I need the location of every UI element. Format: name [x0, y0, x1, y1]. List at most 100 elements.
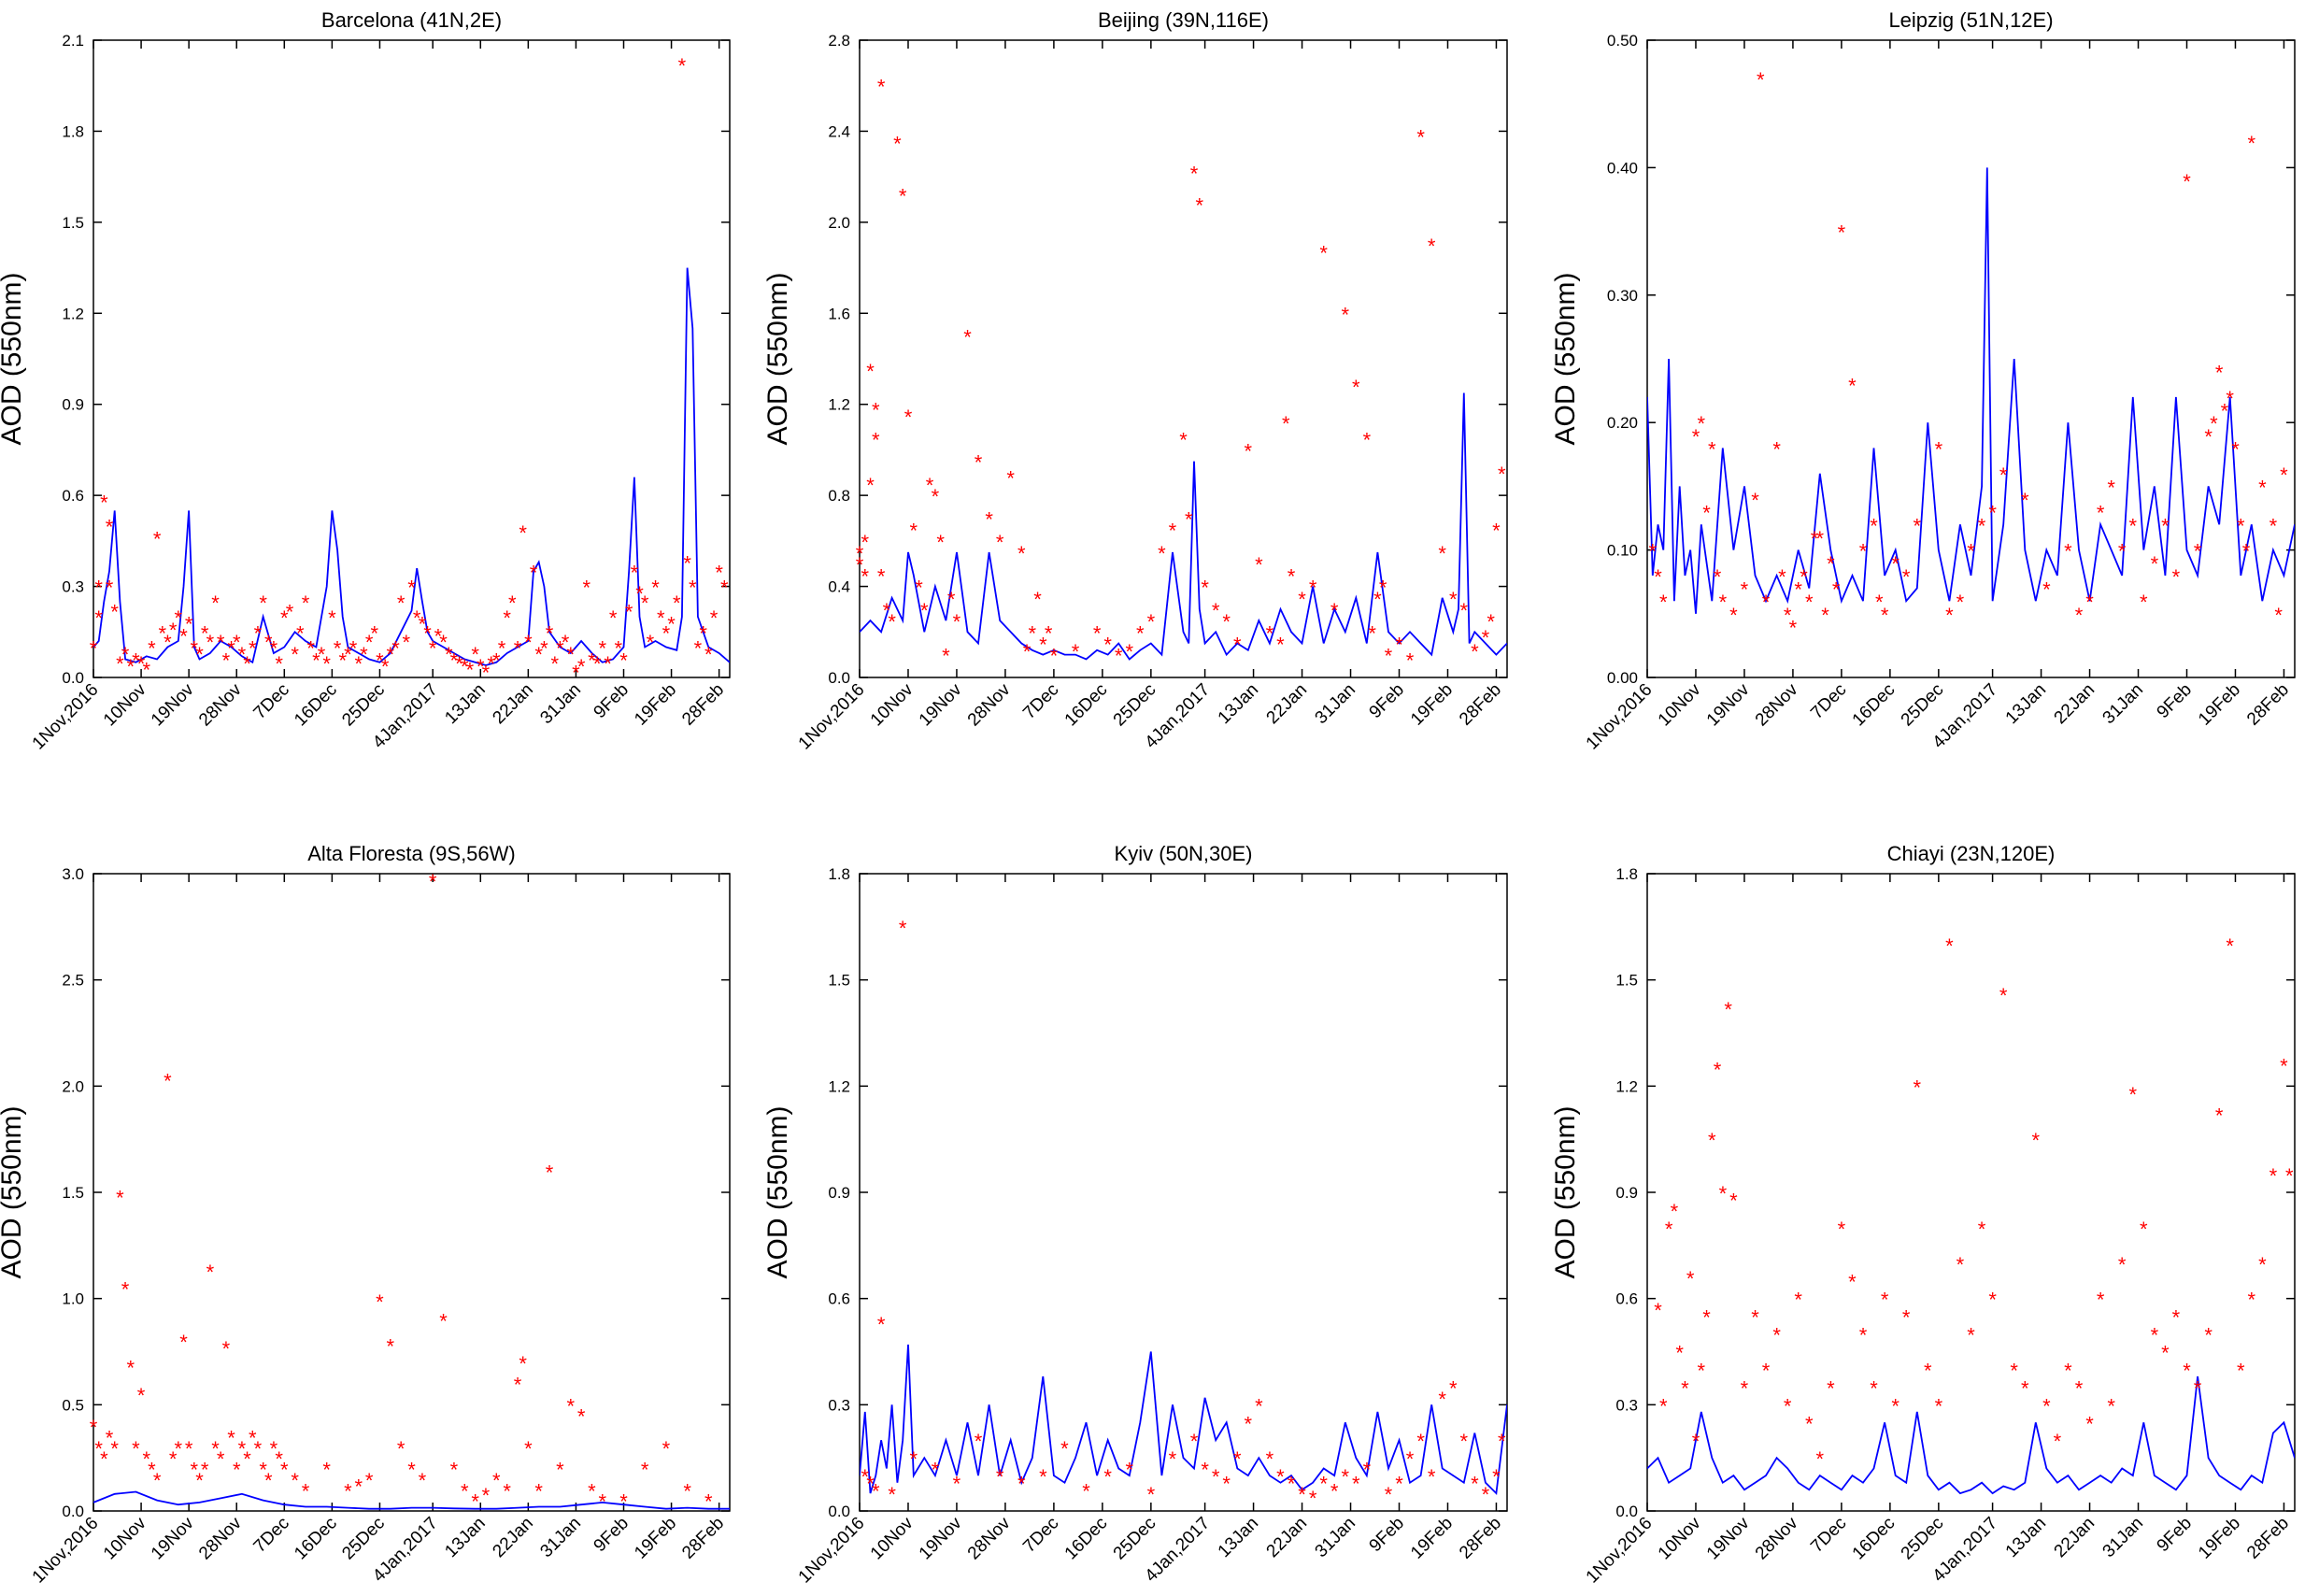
obs-point: * — [534, 1479, 543, 1503]
x-tick-label: 25Dec — [1110, 680, 1160, 731]
obs-point: * — [2075, 604, 2084, 627]
obs-point: * — [1428, 1465, 1436, 1489]
y-axis-label: AOD (550nm) — [1550, 1105, 1581, 1278]
obs-point: * — [254, 621, 263, 645]
obs-point: * — [1741, 578, 1749, 602]
obs-point: * — [2194, 540, 2202, 563]
obs-point: * — [619, 1490, 628, 1514]
obs-point: * — [1891, 552, 1899, 576]
obs-point: * — [106, 1426, 114, 1449]
obs-point: * — [137, 652, 146, 676]
obs-point: * — [647, 631, 655, 654]
obs-point: * — [175, 1437, 183, 1461]
obs-point: * — [2075, 1376, 2084, 1400]
obs-point: * — [534, 643, 543, 666]
obs-point: * — [556, 1459, 564, 1482]
obs-point: * — [270, 1437, 278, 1461]
obs-point: * — [249, 1426, 257, 1449]
obs-point: * — [360, 643, 368, 666]
x-tick-label: 1Nov,2016 — [29, 680, 103, 754]
x-tick-label: 28Nov — [964, 679, 1015, 730]
chart-title: Barcelona (41N,2E) — [321, 8, 502, 32]
obs-point: * — [477, 655, 485, 678]
obs-point: * — [694, 637, 703, 661]
obs-point: * — [1276, 1465, 1285, 1489]
obs-point: * — [1692, 425, 1700, 449]
obs-point: * — [275, 652, 283, 676]
x-tick-label: 28Feb — [2243, 680, 2293, 730]
y-axis-label: AOD (550nm) — [762, 272, 793, 445]
obs-point: * — [1245, 1412, 1253, 1435]
obs-point: * — [2064, 1359, 2072, 1382]
obs-point: * — [1190, 1430, 1199, 1453]
plot-frame — [859, 873, 1508, 1512]
model-series-line — [93, 1490, 730, 1510]
obs-point: * — [1708, 1129, 1716, 1152]
obs-point: * — [1659, 1394, 1668, 1418]
y-tick-label: 1.2 — [828, 396, 850, 414]
y-tick-label: 3.0 — [62, 865, 84, 883]
obs-point: * — [2183, 170, 2191, 193]
x-tick-label: 25Dec — [1898, 1514, 1948, 1564]
obs-point: * — [1988, 502, 1997, 525]
obs-point: * — [2161, 514, 2170, 537]
obs-point: * — [566, 643, 575, 666]
obs-point: * — [2258, 476, 2267, 499]
x-tick-label: 19Nov — [1703, 679, 1754, 730]
obs-point: * — [1169, 520, 1177, 543]
obs-point: * — [920, 599, 929, 622]
obs-point: * — [1686, 1267, 1695, 1290]
obs-point: * — [503, 606, 511, 630]
y-tick-label: 2.4 — [828, 122, 850, 140]
obs-point: * — [1449, 1376, 1458, 1400]
x-tick-label: 31Jan — [1312, 1514, 1359, 1561]
obs-point: * — [619, 649, 628, 673]
y-tick-label: 1.2 — [828, 1077, 850, 1095]
obs-point: * — [1449, 588, 1458, 611]
obs-point: * — [1341, 1465, 1349, 1489]
x-tick-label: 22Jan — [1263, 1514, 1311, 1561]
obs-point: * — [540, 637, 548, 661]
x-tick-label: 1Nov,2016 — [1583, 1514, 1657, 1588]
obs-point: * — [1988, 1289, 1997, 1312]
obs-point: * — [514, 637, 522, 661]
obs-point: * — [1125, 640, 1133, 663]
obs-point: * — [1838, 1218, 1846, 1241]
x-tick-label: 7Dec — [1807, 680, 1850, 723]
obs-point: * — [211, 591, 220, 615]
obs-point: * — [1800, 565, 1808, 589]
obs-point: * — [1681, 1376, 1689, 1400]
obs-point: * — [566, 1394, 575, 1418]
y-tick-label: 1.8 — [828, 865, 850, 883]
y-tick-label: 0.4 — [828, 578, 850, 596]
obs-point: * — [599, 1490, 607, 1514]
obs-point: * — [1805, 591, 1814, 614]
obs-point: * — [562, 631, 570, 654]
obs-point: * — [201, 1459, 209, 1482]
y-tick-label: 0.20 — [1607, 414, 1638, 432]
obs-point: * — [286, 601, 294, 624]
obs-point: * — [1169, 1447, 1177, 1471]
obs-point: * — [1498, 1430, 1506, 1453]
obs-point: * — [349, 637, 358, 661]
obs-point: * — [1729, 1190, 1738, 1213]
obs-point: * — [445, 643, 453, 666]
obs-point: * — [588, 1479, 596, 1503]
x-tick-label: 7Dec — [1019, 1514, 1062, 1557]
obs-point: * — [318, 643, 326, 666]
obs-point: * — [2226, 387, 2234, 410]
obs-point: * — [2085, 591, 2094, 614]
obs-point: * — [2280, 1055, 2288, 1078]
obs-point: * — [1729, 604, 1738, 627]
obs-point: * — [1654, 1299, 1662, 1322]
obs-point: * — [2204, 1324, 2213, 1347]
obs-point: * — [2085, 1412, 2094, 1435]
obs-point: * — [577, 1405, 586, 1429]
chart-panel-5: Chiayi (23N,120E) AOD (550nm) 0.0 0.3 0.6 0.9… — [1550, 842, 2296, 1588]
obs-point: * — [439, 1309, 448, 1332]
obs-point: * — [376, 1290, 384, 1314]
obs-point: * — [877, 564, 886, 588]
obs-point: * — [715, 561, 723, 584]
obs-point: * — [893, 133, 902, 156]
obs-point: * — [1385, 645, 1393, 668]
